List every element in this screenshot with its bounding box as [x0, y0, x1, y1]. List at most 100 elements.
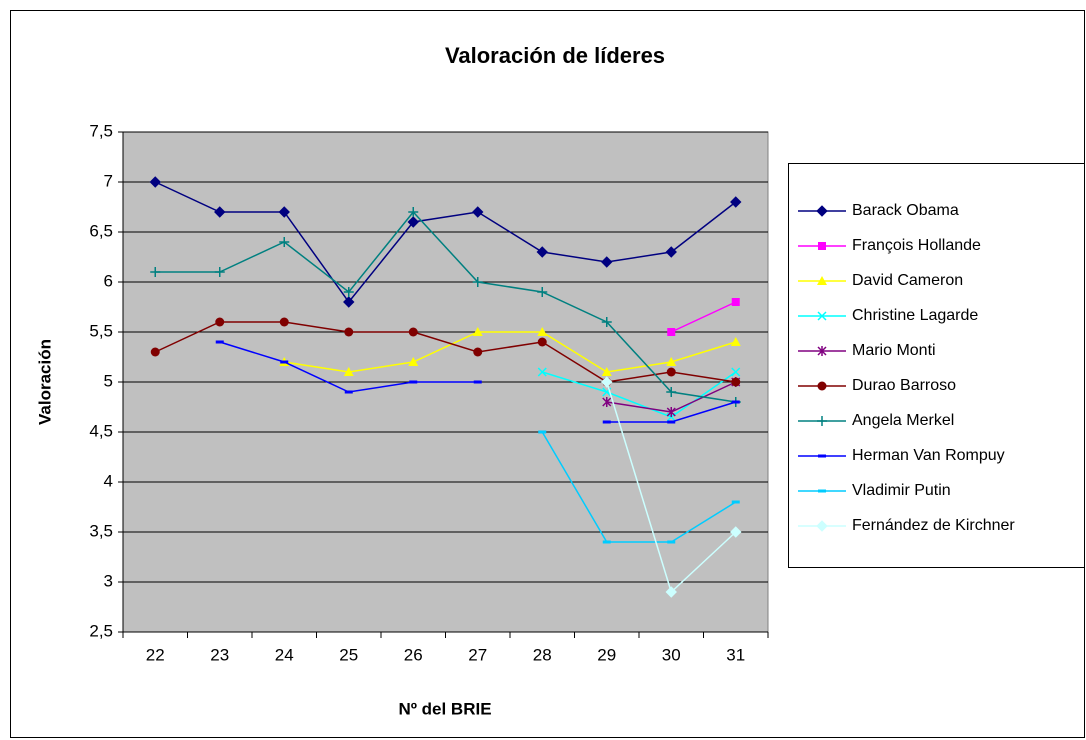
y-tick-label: 5,5 — [89, 321, 113, 340]
marker — [215, 317, 225, 327]
marker-shape — [665, 586, 677, 598]
marker-shape — [602, 420, 611, 424]
marker-shape — [731, 400, 740, 404]
marker-shape — [537, 337, 547, 347]
marker-shape — [214, 206, 226, 218]
marker-shape — [667, 328, 676, 336]
x-tick-label: 23 — [210, 645, 229, 664]
marker-shape — [816, 205, 828, 217]
y-axis-label: Valoración — [35, 339, 54, 425]
marker — [538, 430, 547, 434]
marker — [344, 327, 354, 337]
legend-label: Barack Obama — [852, 202, 959, 219]
x-tick-label: 27 — [468, 645, 487, 664]
y-tick-label: 2,5 — [89, 621, 113, 640]
marker-shape — [538, 430, 547, 434]
y-tick-label: 3 — [104, 571, 113, 590]
marker — [667, 540, 676, 544]
marker-shape — [817, 381, 827, 391]
marker-shape — [536, 246, 548, 258]
marker — [730, 526, 742, 538]
marker-shape — [731, 377, 741, 387]
legend-marker — [817, 311, 827, 321]
legend-label: Mario Monti — [852, 342, 936, 359]
marker — [472, 206, 484, 218]
marker-shape — [730, 196, 742, 208]
marker-shape — [601, 256, 613, 268]
marker — [215, 340, 224, 344]
marker-shape — [343, 367, 354, 376]
legend-label: Herman Van Rompuy — [852, 447, 1005, 464]
legend-marker — [818, 242, 826, 250]
marker-shape — [473, 380, 482, 384]
series-line — [542, 371, 737, 418]
marker-shape — [278, 206, 290, 218]
legend-box — [788, 163, 1085, 568]
marker — [818, 242, 826, 250]
marker — [666, 357, 677, 366]
series-line — [154, 321, 736, 383]
marker — [472, 277, 483, 287]
marker-shape — [817, 276, 827, 285]
marker-shape — [537, 327, 548, 336]
marker-shape — [343, 296, 355, 308]
marker — [473, 347, 483, 357]
marker — [278, 206, 290, 218]
marker — [665, 246, 677, 258]
legend-label: Durao Barroso — [852, 377, 956, 394]
marker — [666, 387, 677, 397]
marker — [731, 400, 740, 404]
marker — [817, 346, 827, 356]
marker-shape — [818, 454, 826, 458]
marker-shape — [601, 367, 612, 376]
marker-shape — [150, 347, 160, 357]
marker — [816, 205, 828, 217]
y-tick-label: 6 — [104, 271, 113, 290]
marker — [601, 256, 613, 268]
x-tick-label: 30 — [662, 645, 681, 664]
marker-shape — [473, 347, 483, 357]
marker — [667, 420, 676, 424]
marker-shape — [149, 176, 161, 188]
marker-shape — [730, 526, 742, 538]
marker — [279, 317, 289, 327]
marker — [150, 267, 161, 277]
legend-label: Fernández de Kirchner — [852, 517, 1015, 534]
marker — [731, 377, 741, 387]
legend-marker — [817, 381, 827, 391]
marker-shape — [730, 337, 741, 346]
y-tick-label: 4 — [104, 471, 113, 490]
legend-label: Angela Merkel — [852, 412, 954, 429]
y-tick-label: 7 — [104, 171, 113, 190]
marker-shape — [602, 540, 611, 544]
legend-marker — [818, 454, 826, 458]
marker-shape — [407, 216, 419, 228]
marker — [343, 296, 355, 308]
x-tick-label: 24 — [275, 645, 294, 664]
marker — [666, 407, 676, 417]
marker — [601, 367, 612, 376]
marker — [343, 367, 354, 376]
marker — [817, 381, 827, 391]
legend-marker — [817, 416, 827, 426]
legend-marker — [817, 276, 827, 285]
marker — [407, 216, 419, 228]
x-tick-label: 22 — [146, 645, 165, 664]
marker — [666, 367, 676, 377]
marker-shape — [472, 206, 484, 218]
y-tick-label: 5 — [104, 371, 113, 390]
marker — [818, 489, 826, 493]
x-tick-label: 28 — [533, 645, 552, 664]
marker — [473, 380, 482, 384]
marker — [817, 311, 827, 321]
marker — [818, 454, 826, 458]
marker — [537, 287, 548, 297]
marker-shape — [667, 420, 676, 424]
marker — [343, 287, 354, 297]
legend-label: Vladimir Putin — [852, 482, 951, 499]
legend-marker — [817, 346, 827, 356]
marker-shape — [344, 327, 354, 337]
y-tick-label: 6,5 — [89, 221, 113, 240]
series-line — [541, 431, 737, 543]
